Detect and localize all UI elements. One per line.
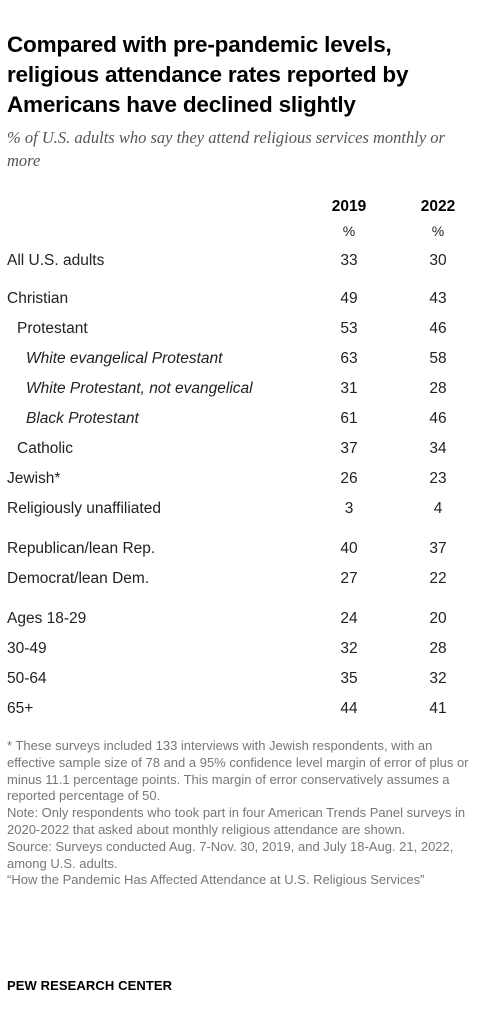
row-label: White Protestant, not evangelical xyxy=(26,380,253,397)
column-header-2019: 2019 xyxy=(331,198,367,215)
value-2022: 34 xyxy=(429,440,447,457)
row-label: Republican/lean Rep. xyxy=(7,540,156,557)
value-2019: 32 xyxy=(340,640,358,657)
value-2019: 26 xyxy=(340,470,358,487)
table-row: All U.S. adults 33 30 xyxy=(7,250,477,272)
value-2022: 30 xyxy=(429,252,447,269)
table-row: Christian 49 43 xyxy=(7,288,477,310)
value-2022: 28 xyxy=(429,380,447,397)
value-2019: 53 xyxy=(340,320,358,337)
table-row: Catholic 37 34 xyxy=(7,438,477,460)
table-row: 50-64 35 32 xyxy=(7,668,477,690)
value-2022: 46 xyxy=(429,410,447,427)
value-2019: 3 xyxy=(344,500,354,517)
note-text: Note: Only respondents who took part in … xyxy=(7,805,466,837)
table-row: White evangelical Protestant 63 58 xyxy=(7,348,477,370)
source-text: Source: Surveys conducted Aug. 7-Nov. 30… xyxy=(7,838,454,871)
value-2022: 58 xyxy=(429,350,447,367)
value-2019: 27 xyxy=(340,570,358,587)
table-row: Black Protestant 61 46 xyxy=(7,408,477,430)
value-2022: 43 xyxy=(429,290,447,307)
value-2022: 23 xyxy=(429,470,447,487)
table-row: Protestant 53 46 xyxy=(7,318,477,340)
chart-title: Compared with pre-pandemic levels, relig… xyxy=(7,32,409,117)
value-2022: 4 xyxy=(433,500,443,517)
row-label: Ages 18-29 xyxy=(7,610,87,627)
row-label: Black Protestant xyxy=(26,410,139,427)
value-2022: 28 xyxy=(429,640,447,657)
table-row: Jewish* 26 23 xyxy=(7,468,477,490)
footer-brand: PEW RESEARCH CENTER xyxy=(7,978,173,993)
value-2022: 41 xyxy=(429,700,447,717)
value-2019: 44 xyxy=(340,700,358,717)
value-2022: 32 xyxy=(429,670,447,687)
row-label: 65+ xyxy=(7,700,34,717)
value-2019: 37 xyxy=(340,440,358,457)
value-2022: 22 xyxy=(429,570,447,587)
row-label: Catholic xyxy=(17,440,73,457)
table-row: Republican/lean Rep. 40 37 xyxy=(7,538,477,560)
row-label: 30-49 xyxy=(7,640,47,657)
value-2019: 35 xyxy=(340,670,358,687)
row-label: White evangelical Protestant xyxy=(26,350,223,367)
row-label: Democrat/lean Dem. xyxy=(7,570,150,587)
table-row: 30-49 32 28 xyxy=(7,638,477,660)
column-unit-2022: % xyxy=(431,223,445,239)
chart-subtitle: % of U.S. adults who say they attend rel… xyxy=(7,128,445,170)
row-label: Protestant xyxy=(17,320,88,337)
row-label: Christian xyxy=(7,290,69,307)
column-header-2022: 2022 xyxy=(420,198,456,215)
value-2019: 24 xyxy=(340,610,358,627)
table-row: Democrat/lean Dem. 27 22 xyxy=(7,568,477,590)
row-label: Jewish* xyxy=(7,470,61,487)
value-2019: 49 xyxy=(340,290,358,307)
value-2022: 46 xyxy=(429,320,447,337)
table-row: Ages 18-29 24 20 xyxy=(7,608,477,630)
value-2019: 40 xyxy=(340,540,358,557)
report-title-text: “How the Pandemic Has Affected Attendanc… xyxy=(7,872,425,888)
footnote-text: * These surveys included 133 interviews … xyxy=(7,738,469,804)
table-row: White Protestant, not evangelical 31 28 xyxy=(7,378,477,400)
value-2019: 33 xyxy=(340,252,358,269)
row-label: 50-64 xyxy=(7,670,47,687)
table-row: Religiously unaffiliated 3 4 xyxy=(7,498,477,520)
table-row: 65+ 44 41 xyxy=(7,698,477,720)
row-label: Religiously unaffiliated xyxy=(7,500,161,517)
row-label: All U.S. adults xyxy=(7,252,105,269)
column-unit-2019: % xyxy=(342,223,356,239)
value-2022: 37 xyxy=(429,540,447,557)
value-2022: 20 xyxy=(429,610,447,627)
value-2019: 63 xyxy=(340,350,358,367)
chart-notes: * These surveys included 133 interviews … xyxy=(7,738,477,889)
value-2019: 31 xyxy=(340,380,358,397)
value-2019: 61 xyxy=(340,410,358,427)
